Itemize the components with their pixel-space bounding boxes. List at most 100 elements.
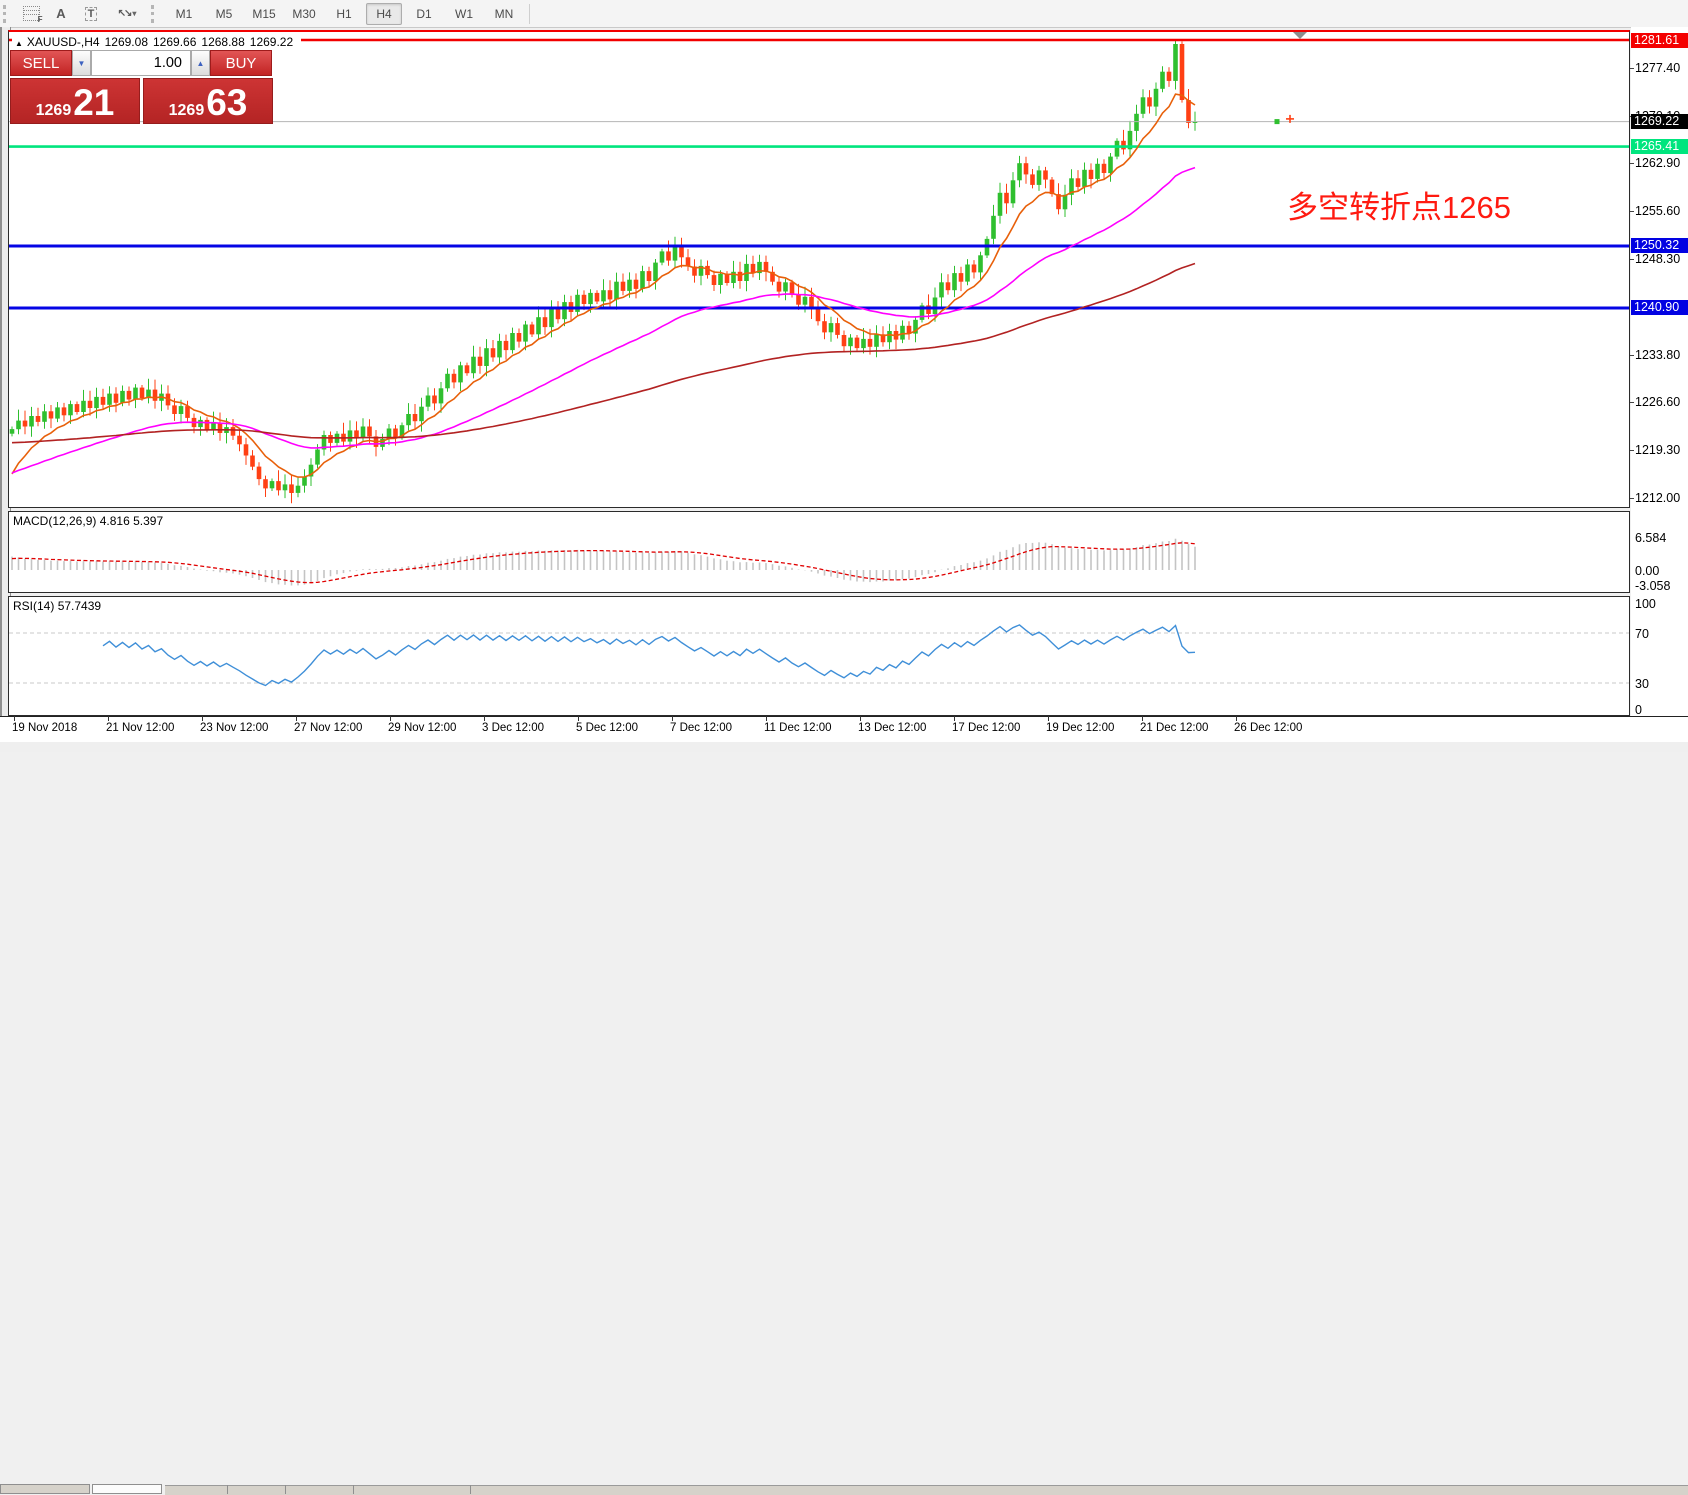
sell-button[interactable]: SELL <box>10 50 72 76</box>
chevron-down-icon: ▾ <box>132 9 137 18</box>
bid-price-display[interactable]: 1269 21 <box>10 78 140 124</box>
macd-scale-label: -3.058 <box>1635 579 1671 594</box>
date-tick-mark <box>108 716 109 721</box>
ask-main-digits: 1269 <box>168 102 205 119</box>
volume-input[interactable]: 1.00 <box>91 50 191 76</box>
date-tick-mark <box>860 716 861 721</box>
date-tick-mark <box>766 716 767 721</box>
toolbar-separator <box>529 3 530 24</box>
tab-separator <box>227 1485 228 1494</box>
date-tick-mark <box>954 716 955 721</box>
ask-pips-digits: 63 <box>206 82 248 123</box>
date-tick-label: 3 Dec 12:00 <box>482 722 545 734</box>
ohlc-close: 1269.22 <box>249 35 294 49</box>
date-tick-label: 7 Dec 12:00 <box>670 722 733 734</box>
timeframe-button-mn[interactable]: MN <box>494 6 514 21</box>
date-tick-mark <box>1142 716 1143 721</box>
macd-label: MACD(12,26,9) 4.816 5.397 <box>13 514 164 528</box>
collapse-arrow-icon[interactable]: ▲ <box>15 39 23 48</box>
price-tick-label: 1219.30 <box>1635 443 1681 458</box>
fibonacci-tool-button[interactable]: F <box>17 2 45 26</box>
price-chart-panel[interactable] <box>8 30 1630 508</box>
rsi-line-chart <box>9 624 1629 687</box>
date-tick-mark <box>1048 716 1049 721</box>
chart-annotation-text[interactable]: 多空转折点1265 <box>1287 190 1511 225</box>
rsi-indicator-panel[interactable]: RSI(14) 57.7439 <box>8 596 1630 716</box>
ohlc-low: 1268.88 <box>201 35 245 49</box>
chart-tab[interactable] <box>0 1484 90 1494</box>
price-tick-mark <box>1630 355 1634 356</box>
candlestick-chart <box>9 32 1629 504</box>
macd-scale-label: 0.00 <box>1635 564 1660 578</box>
macd-indicator-panel[interactable]: MACD(12,26,9) 4.816 5.397 <box>8 511 1630 593</box>
timeframe-button-m5[interactable]: M5 <box>215 6 233 21</box>
text-label-tool-button[interactable]: T <box>77 2 105 26</box>
timeframe-button-d1[interactable]: D1 <box>416 6 432 21</box>
ask-price-display[interactable]: 1269 63 <box>143 78 273 124</box>
timeframe-button-w1[interactable]: W1 <box>455 6 473 21</box>
text-label-icon: T <box>84 6 98 21</box>
price-tick-mark <box>1630 498 1634 499</box>
text-tool-icon: A <box>56 6 66 21</box>
ohlc-open: 1269.08 <box>104 35 148 49</box>
date-tick-label: 29 Nov 12:00 <box>388 722 457 734</box>
price-tick-label: 1226.60 <box>1635 395 1681 410</box>
price-tick-label: 1277.40 <box>1635 60 1681 75</box>
date-tick-mark <box>484 716 485 721</box>
timeframe-button-m30[interactable]: M30 <box>292 6 316 21</box>
arrows-tool-button[interactable]: ↖↘ ▾ <box>107 2 147 26</box>
volume-decrease-button[interactable]: ▼ <box>72 50 91 76</box>
date-tick-mark <box>1236 716 1237 721</box>
one-click-trading-panel: SELL ▼ 1.00 ▲ BUY 1269 21 1269 63 <box>10 50 274 124</box>
date-tick-mark <box>14 716 15 721</box>
price-badge: 1250.32 <box>1631 238 1688 254</box>
toolbar-grip[interactable] <box>3 4 12 23</box>
timeframe-button-h4[interactable]: H4 <box>366 2 402 25</box>
price-tick-mark <box>1630 402 1634 403</box>
buy-button[interactable]: BUY <box>210 50 272 76</box>
date-tick-label: 11 Dec 12:00 <box>764 722 832 734</box>
timeframe-button-m15[interactable]: M15 <box>252 6 276 21</box>
timeframe-button-h1[interactable]: H1 <box>336 6 352 21</box>
date-tick-label: 19 Nov 2018 <box>12 722 78 734</box>
price-tick-mark <box>1630 163 1634 164</box>
macd-scale-label: 6.584 <box>1635 531 1667 545</box>
ohlc-high: 1269.66 <box>153 35 197 49</box>
volume-increase-button[interactable]: ▲ <box>191 50 210 76</box>
price-tick-label: 1212.00 <box>1635 491 1681 506</box>
date-tick-label: 21 Nov 12:00 <box>106 722 175 734</box>
chart-tab-active[interactable] <box>92 1484 162 1494</box>
price-tick-label: 1248.30 <box>1635 252 1681 267</box>
tab-separator <box>285 1485 286 1494</box>
price-tick-mark <box>1630 211 1634 212</box>
price-tick-label: 1233.80 <box>1635 347 1681 362</box>
date-tick-label: 23 Nov 12:00 <box>200 722 269 734</box>
bid-main-digits: 1269 <box>35 102 72 119</box>
date-tick-mark <box>390 716 391 721</box>
price-tick-mark <box>1630 68 1634 69</box>
price-badge: 1269.22 <box>1631 114 1688 130</box>
date-tick-label: 5 Dec 12:00 <box>576 722 639 734</box>
toolbar: F A T ↖↘ ▾ M1 M5 M15 M30 H1 H4 D1 W1 MN <box>0 0 1688 28</box>
timeframe-button-m1[interactable]: M1 <box>175 6 193 21</box>
tab-separator <box>353 1485 354 1494</box>
price-tick-label: 1255.60 <box>1635 204 1681 219</box>
macd-histogram <box>11 538 1196 586</box>
date-tick-mark <box>296 716 297 721</box>
price-badge: 1265.41 <box>1631 139 1688 155</box>
date-tick-mark <box>578 716 579 721</box>
text-tool-button[interactable]: A <box>47 2 75 26</box>
date-tick-label: 26 Dec 12:00 <box>1234 722 1303 734</box>
date-tick-label: 17 Dec 12:00 <box>952 722 1021 734</box>
rsi-scale-label: 30 <box>1635 677 1649 691</box>
price-badge: 1281.61 <box>1631 32 1688 48</box>
rsi-scale-label: 70 <box>1635 627 1649 641</box>
date-tick-mark <box>672 716 673 721</box>
time-axis[interactable] <box>0 716 1688 742</box>
toolbar-grip-2[interactable] <box>151 4 160 23</box>
date-tick-label: 21 Dec 12:00 <box>1140 722 1209 734</box>
arrows-icon: ↖↘ <box>117 8 133 19</box>
chart-title: ▲ XAUUSD-,H4 1269.08 1269.66 1268.88 1269.22 <box>12 35 302 49</box>
chart-tab-strip[interactable] <box>165 1485 1688 1495</box>
date-tick-mark <box>202 716 203 721</box>
